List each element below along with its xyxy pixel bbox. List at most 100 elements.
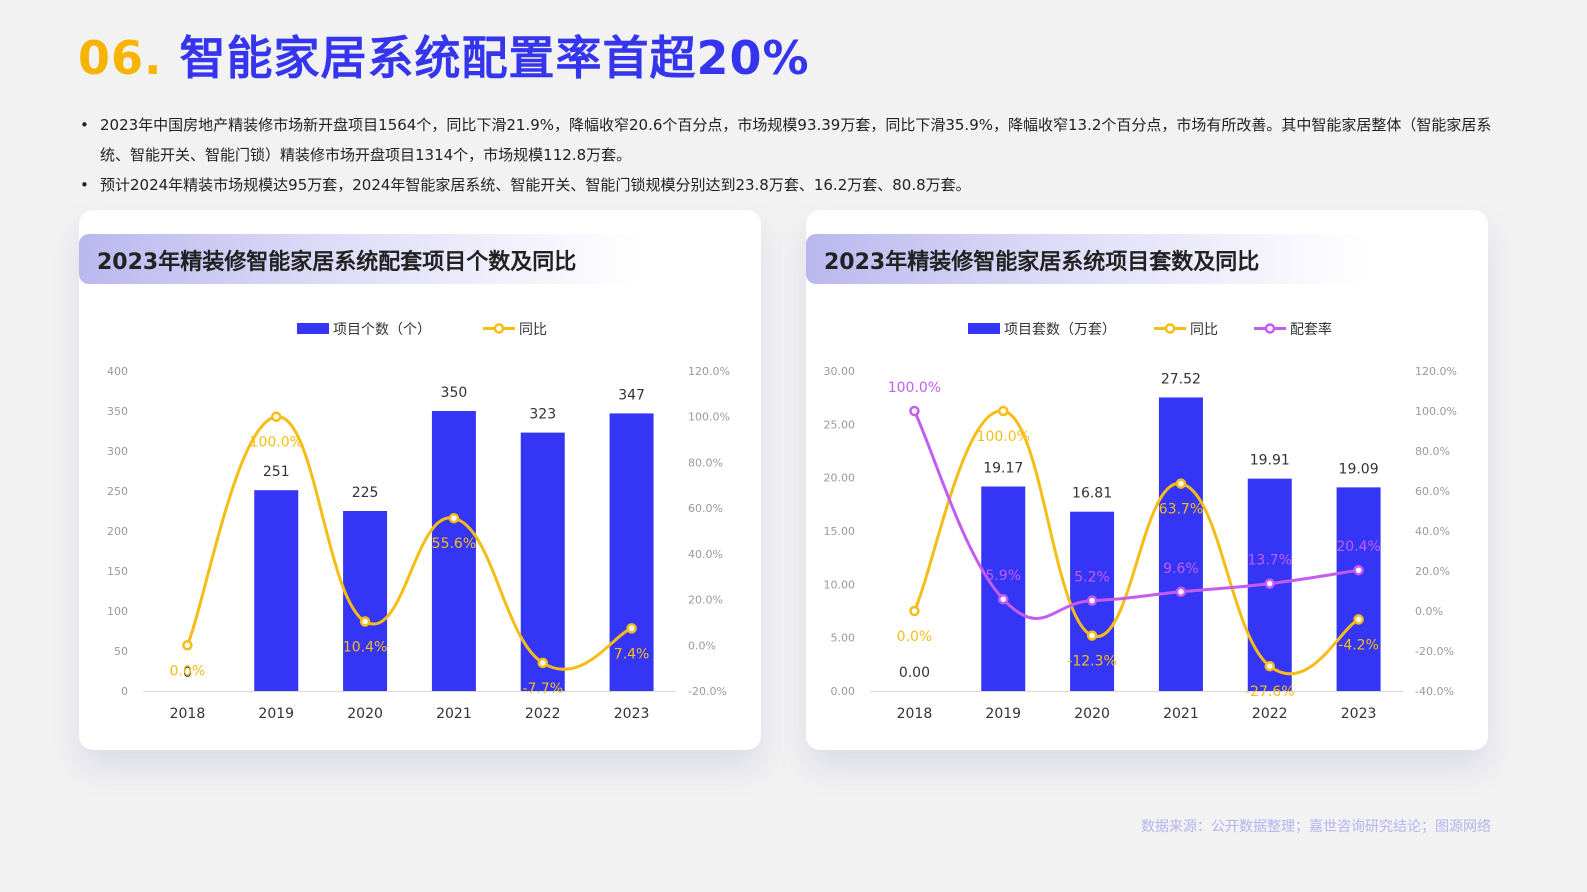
section-number: 06.	[78, 31, 163, 85]
line-point	[448, 512, 460, 524]
line-point	[1264, 660, 1275, 672]
x-tick-label: 2022	[1252, 706, 1288, 722]
y2-tick-label: 20.0%	[688, 594, 723, 607]
x-tick-label: 2019	[258, 706, 294, 722]
x-tick-label: 2023	[614, 706, 650, 722]
line-point	[909, 405, 920, 417]
project-count-chart: 项目个数（个） 同比 0 50 100 150 200 250 300 350 400 -20.0% 0…	[107, 322, 730, 722]
series-line	[913, 409, 1360, 676]
y-tick-label: 25.00	[824, 418, 856, 431]
bar-value-label: 16.81	[1072, 486, 1112, 502]
bar	[431, 411, 476, 691]
line-value-label: 9.6%	[1163, 561, 1199, 577]
line-value-label: 100.0%	[888, 380, 941, 396]
y2-tick-label: 120.0%	[688, 365, 730, 378]
y2-tick-label: 40.0%	[1415, 525, 1450, 538]
y2-tick-label: 0.0%	[1415, 605, 1443, 618]
x-tick-label: 2019	[985, 706, 1021, 722]
y2-tick-label: 80.0%	[1415, 445, 1450, 458]
y-tick-label: 150	[107, 565, 128, 578]
bar-value-label: 225	[352, 485, 379, 501]
bar-value-label: 251	[263, 464, 290, 480]
line-value-label: 100.0%	[250, 435, 303, 451]
y2-tick-label: 80.0%	[688, 456, 723, 469]
y-tick-label: 300	[107, 445, 128, 458]
line-value-label: -4.2%	[1338, 637, 1379, 653]
y-tick-label: 0	[121, 685, 128, 698]
legend-swatch-bar	[968, 323, 1000, 334]
y2-tick-label: 20.0%	[1415, 565, 1450, 578]
y-tick-label: 50	[114, 645, 128, 658]
line-value-label: -27.6%	[1245, 684, 1295, 700]
bar-value-label: 0	[183, 665, 192, 681]
chart-header: 2023年精装修智能家居系统配套项目个数及同比	[79, 234, 639, 284]
line-point	[1353, 564, 1364, 576]
chart-title: 2023年精装修智能家居系统配套项目个数及同比	[97, 250, 577, 275]
line-value-label: 63.7%	[1159, 502, 1203, 518]
x-tick-label: 2022	[525, 706, 561, 722]
line-point	[998, 593, 1009, 605]
line-point	[1086, 630, 1098, 641]
line-point	[1264, 578, 1275, 589]
y2-tick-label: -20.0%	[1415, 645, 1454, 658]
x-tick-label: 2021	[1163, 706, 1199, 722]
page-title: 06. 智能家居系统配置率首超20%	[78, 22, 810, 88]
bullet-item: 2023年中国房地产精装修市场新开盘项目1564个，同比下滑21.9%，降幅收窄…	[78, 110, 1508, 170]
y-tick-label: 20.00	[824, 472, 856, 485]
line-value-label: -12.3%	[1067, 654, 1117, 670]
legend-swatch-marker	[493, 323, 505, 334]
legend-swatch-marker	[1264, 323, 1276, 334]
chart-card-projects: 2023年精装修智能家居系统配套项目个数及同比 项目个数（个） 同比 0 50 100 1…	[79, 210, 761, 750]
bar-value-label: 0.00	[899, 665, 930, 681]
line-value-label: -7.7%	[522, 681, 563, 697]
x-tick-label: 2021	[436, 706, 472, 722]
series-line	[186, 415, 633, 671]
bar-value-label: 347	[618, 387, 645, 403]
line-point	[1175, 586, 1187, 598]
legend-swatch-marker	[1164, 323, 1176, 334]
unit-count-chart: 项目套数（万套） 同比 配套率 0.00 5.00 10.00 15.00 20.00 25.0…	[824, 321, 1457, 722]
chart-header: 2023年精装修智能家居系统项目套数及同比	[806, 234, 1366, 284]
line-value-label: 100.0%	[977, 429, 1030, 445]
line-point	[359, 616, 371, 627]
legend-label: 配套率	[1290, 321, 1332, 338]
line-point	[1086, 595, 1098, 606]
summary-bullets: 2023年中国房地产精装修市场新开盘项目1564个，同比下滑21.9%，降幅收窄…	[78, 110, 1508, 200]
legend-label: 项目套数（万套）	[1004, 322, 1116, 338]
line-value-label: 0.0%	[897, 629, 933, 645]
x-tick-label: 2020	[347, 706, 383, 722]
line-point	[1353, 614, 1364, 625]
x-tick-label: 2018	[897, 706, 933, 722]
y-tick-label: 350	[107, 405, 128, 418]
legend-label: 项目个数（个）	[333, 322, 431, 338]
bar	[1336, 487, 1381, 691]
section-title: 智能家居系统配置率首超20%	[179, 31, 810, 85]
line-point	[909, 605, 920, 617]
bar	[254, 490, 299, 691]
line-value-label: 5.9%	[985, 568, 1021, 584]
line-value-label: 0.0%	[170, 663, 206, 679]
x-tick-label: 2023	[1341, 706, 1377, 722]
bar-value-label: 323	[529, 407, 556, 423]
y-tick-label: 5.00	[831, 632, 856, 645]
y2-tick-label: 60.0%	[688, 502, 723, 515]
bar	[1158, 397, 1203, 691]
bar	[609, 413, 654, 691]
line-value-label: 5.2%	[1074, 570, 1110, 586]
y2-tick-label: 120.0%	[1415, 365, 1457, 378]
line-value-label: 10.4%	[343, 640, 387, 656]
line-point	[537, 657, 548, 669]
line-value-label: 55.6%	[432, 536, 476, 552]
y-tick-label: 250	[107, 485, 128, 498]
line-point	[626, 623, 637, 634]
y-tick-label: 0.00	[831, 685, 856, 698]
x-tick-label: 2020	[1074, 706, 1110, 722]
line-value-label: 13.7%	[1248, 553, 1292, 569]
y2-tick-label: 100.0%	[1415, 405, 1457, 418]
legend-label: 同比	[1190, 322, 1218, 338]
bar-value-label: 27.52	[1161, 371, 1201, 387]
legend-swatch-bar	[297, 323, 329, 334]
legend-label: 同比	[519, 322, 547, 338]
bar-value-label: 19.17	[983, 461, 1023, 477]
bar-value-label: 19.09	[1339, 461, 1379, 477]
